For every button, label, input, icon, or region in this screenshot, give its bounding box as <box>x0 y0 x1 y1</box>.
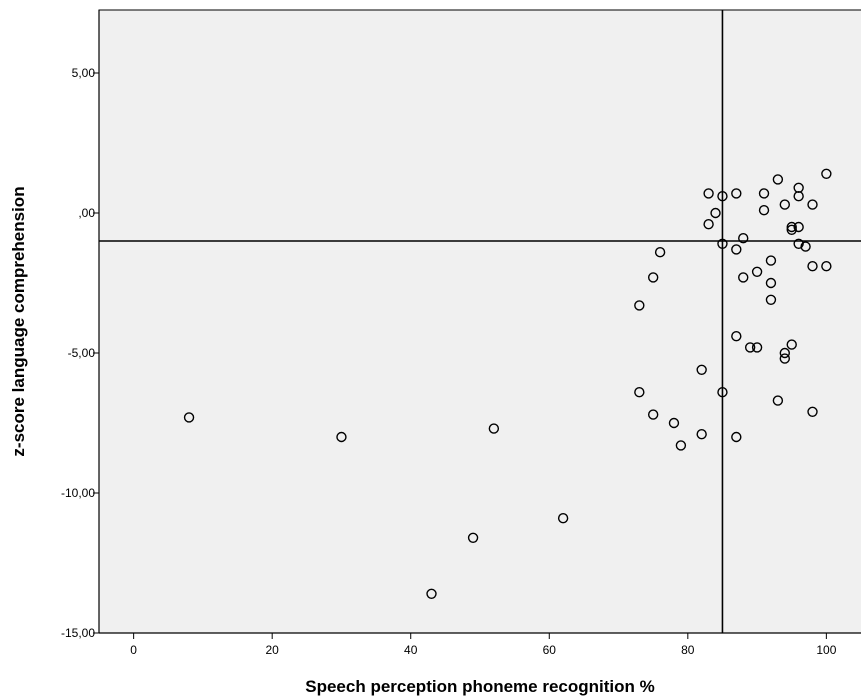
data-point <box>467 532 479 543</box>
x-tick-label: 40 <box>404 643 418 657</box>
data-point <box>738 232 749 244</box>
data-point <box>488 423 500 434</box>
data-point <box>821 261 832 272</box>
data-point <box>786 224 797 236</box>
plot-area <box>98 9 861 634</box>
data-point <box>731 331 742 342</box>
x-tick-label: 80 <box>681 643 695 657</box>
data-point <box>765 277 777 289</box>
data-point <box>744 342 756 353</box>
data-point <box>647 409 659 420</box>
data-point <box>758 204 770 216</box>
data-point <box>634 300 645 311</box>
data-point <box>765 255 777 266</box>
data-point <box>807 199 818 210</box>
data-point <box>557 513 569 524</box>
data-point <box>336 431 347 443</box>
x-axis-title: Speech perception phoneme recognition % <box>305 677 655 696</box>
data-point <box>647 272 659 283</box>
data-point <box>717 190 728 202</box>
data-point <box>779 353 790 364</box>
data-point <box>426 588 437 599</box>
data-point <box>765 294 777 305</box>
data-point <box>654 246 666 258</box>
data-point <box>807 261 818 272</box>
data-point <box>800 241 811 252</box>
y-tick-label: -5,00 <box>68 346 96 360</box>
data-point <box>821 168 832 180</box>
data-point <box>668 417 680 429</box>
data-point <box>807 406 818 417</box>
x-tick-label: 20 <box>266 643 280 657</box>
y-tick-label: -10,00 <box>61 486 95 500</box>
x-tick-label: 0 <box>130 643 137 657</box>
data-point <box>779 199 790 210</box>
y-axis-ticks: 5,00 ,00 -5,00 -10,00 -15,00 <box>61 66 99 640</box>
data-point <box>786 221 797 233</box>
data-point <box>731 431 742 443</box>
data-point <box>758 188 770 199</box>
data-point <box>634 387 645 398</box>
data-point <box>717 238 728 250</box>
data-points <box>183 168 832 599</box>
data-point <box>183 412 195 423</box>
y-tick-label: 5,00 <box>72 66 96 80</box>
data-point <box>703 188 714 199</box>
x-axis-ticks: 0 20 40 60 80 100 <box>130 633 837 657</box>
data-point <box>779 347 790 359</box>
data-point <box>703 218 714 230</box>
data-point <box>772 174 784 185</box>
data-point <box>786 339 797 350</box>
data-point <box>717 387 728 398</box>
data-point <box>793 190 804 202</box>
data-point <box>675 440 687 451</box>
reference-lines <box>99 10 861 633</box>
x-tick-label: 60 <box>543 643 557 657</box>
data-point <box>731 188 742 199</box>
data-point <box>738 272 749 283</box>
y-tick-label: ,00 <box>78 206 95 220</box>
data-point <box>751 342 763 353</box>
y-axis-title: z-score language comprehension <box>9 186 28 456</box>
data-point <box>696 364 707 375</box>
data-point <box>793 238 804 250</box>
x-tick-label: 100 <box>816 643 836 657</box>
data-point <box>793 221 804 233</box>
data-point <box>731 244 742 255</box>
data-point <box>710 207 721 219</box>
y-tick-label: -15,00 <box>61 626 95 640</box>
data-point <box>696 429 707 440</box>
data-point <box>772 395 784 406</box>
data-point <box>751 266 763 277</box>
